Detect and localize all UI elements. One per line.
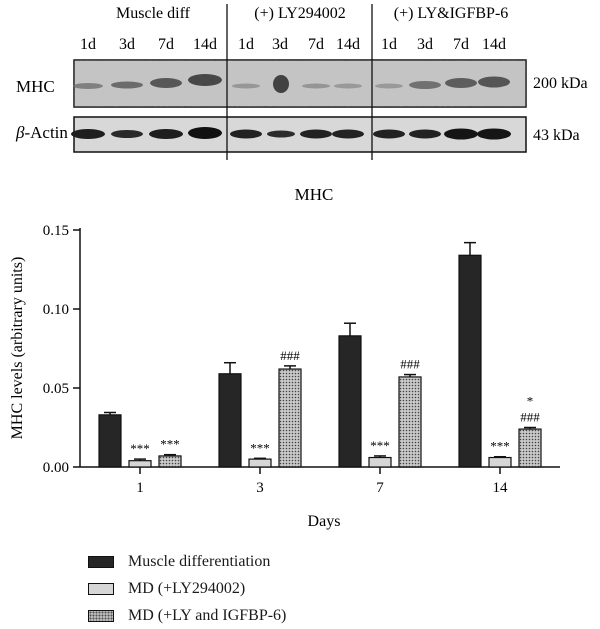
lane-label: 1d (80, 36, 96, 53)
bar (98, 414, 122, 468)
lane-label: 7d (158, 36, 174, 53)
bar (458, 254, 482, 468)
significance-label: *** (130, 441, 150, 456)
legend-label: MD (+LY294002) (128, 579, 246, 597)
chart-bars: *** *** ***###***###****### (98, 241, 542, 468)
x-tick-label: 3 (256, 480, 264, 496)
lane-label: 1d (381, 36, 397, 53)
legend-swatch-light (88, 582, 114, 595)
mhc-bands (73, 74, 510, 93)
y-tick-label: 0.00 (43, 460, 69, 476)
significance-label: *** (490, 439, 510, 454)
lane-label: 3d (119, 36, 135, 53)
legend-item: MD (+LY and IGFBP-6) (88, 602, 286, 629)
legend-label: MD (+LY and IGFBP-6) (128, 606, 287, 624)
bar (518, 428, 542, 468)
significance-label: ### (520, 410, 540, 425)
blot-group-label: (+) LY294002 (254, 5, 345, 22)
legend-label: Muscle differentiation (128, 552, 271, 570)
y-tick-label: 0.05 (43, 381, 69, 397)
bar (278, 368, 302, 468)
bar (248, 458, 272, 468)
significance-label: ### (400, 357, 420, 372)
blot-row-label-actin: β-Actin (15, 123, 68, 142)
lane-label: 7d (453, 36, 469, 53)
blot-row-label-mhc: MHC (16, 77, 55, 96)
bar (398, 376, 422, 468)
bar (368, 456, 392, 468)
x-tick-label: 14 (493, 480, 509, 496)
significance-label: ### (280, 348, 300, 363)
bar (488, 456, 512, 468)
x-tick-label: 1 (136, 480, 144, 496)
lane-label: 3d (417, 36, 433, 53)
significance-label: * (527, 394, 534, 409)
legend-swatch-hatch (88, 609, 114, 622)
significance-label: *** (370, 438, 390, 453)
x-axis-title: Days (308, 513, 341, 530)
lane-label: 14d (193, 36, 217, 53)
lane-label: 14d (336, 36, 360, 53)
bar (218, 373, 242, 468)
actin-bands (71, 127, 511, 140)
y-tick-label: 0.15 (43, 223, 69, 239)
x-tick-label: 7 (376, 480, 384, 496)
lane-label: 7d (308, 36, 324, 53)
lane-label: 14d (482, 36, 506, 53)
y-tick-label: 0.10 (43, 302, 69, 318)
mhc-bar-chart: MHC 0.000.050.100.151 3 7 14 *** *** ***###**… (9, 185, 560, 530)
bar (338, 335, 362, 468)
significance-label: *** (160, 437, 180, 452)
bar (158, 455, 182, 468)
mhc-size-label: 200 kDa (533, 75, 588, 92)
lane-label: 1d (238, 36, 254, 53)
bar (128, 460, 152, 468)
legend-item: Muscle differentiation (88, 548, 286, 575)
legend-swatch-solid (88, 555, 114, 568)
chart-title: MHC (295, 185, 334, 204)
blot-group-label: (+) LY&IGFBP-6 (394, 5, 509, 22)
western-blot-panel: Muscle diff (+) LY294002 (+) LY&IGFBP-6 … (15, 4, 588, 160)
chart-legend: Muscle differentiation MD (+LY294002) MD… (88, 548, 286, 629)
blot-group-label: Muscle diff (116, 5, 191, 22)
actin-size-label: 43 kDa (533, 127, 580, 144)
lane-label: 3d (272, 36, 288, 53)
significance-label: *** (250, 440, 270, 455)
y-axis-title: MHC levels (arbitrary units) (9, 257, 26, 440)
legend-item: MD (+LY294002) (88, 575, 286, 602)
